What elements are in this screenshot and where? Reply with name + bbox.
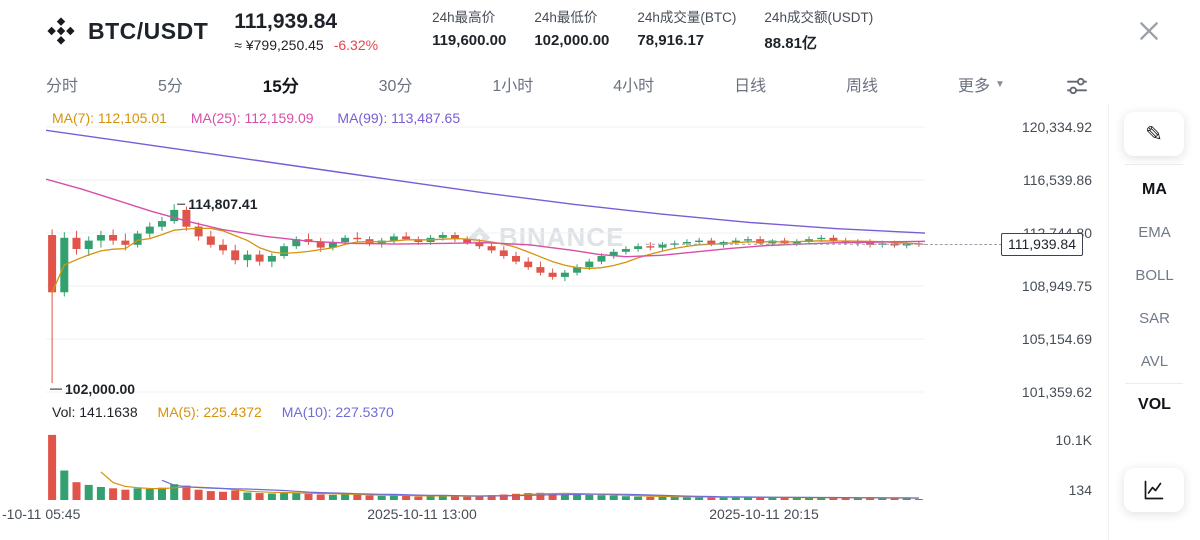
indicator-avl[interactable]: AVL	[1140, 353, 1169, 370]
volume-axis-label: 10.1K	[1055, 432, 1092, 448]
tab-more[interactable]: 更多 ▼	[958, 78, 1005, 95]
24h-stats: 24h最高价 119,600.00 24h最低价 102,000.00 24h成…	[432, 9, 873, 53]
timeframe-tabs: 分时 5分 15分 30分 1小时 4小时 日线 周线 更多 ▼	[0, 62, 1005, 106]
volume-axis-label: 134	[1068, 482, 1092, 498]
indicator-vol[interactable]: VOL	[1138, 395, 1171, 413]
ma25-legend: MA(25): 112,159.09	[190, 110, 314, 126]
stat-24h-low: 24h最低价 102,000.00	[534, 10, 610, 49]
chevron-down-icon: ▼	[995, 78, 1005, 90]
volume-legend: Vol: 141.1638 MA(5): 225.4372 MA(10): 22…	[52, 404, 410, 420]
x-axis-label: 2025-10-11 20:15	[709, 506, 819, 522]
chart-settings-icon[interactable]	[1064, 73, 1090, 104]
pencil-icon: ✎	[1145, 122, 1163, 146]
indicator-boll[interactable]: BOLL	[1135, 267, 1174, 284]
indicator-sar[interactable]: SAR	[1139, 310, 1170, 327]
y-axis-label: 108,949.75	[1021, 278, 1092, 294]
y-axis-label: 116,539.86	[1022, 172, 1092, 188]
vol-ma5-legend: MA(5): 225.4372	[157, 404, 262, 420]
indicator-sidebar: ✎ MA EMA BOLL SAR AVL VOL	[1108, 104, 1200, 540]
x-axis-label: -10-11 05:45	[2, 506, 81, 522]
svg-text:114,807.41: 114,807.41	[188, 196, 258, 212]
svg-text:102,000.00: 102,000.00	[65, 381, 135, 397]
tab-30m[interactable]: 30分	[378, 78, 413, 95]
stat-24h-volume-btc: 24h成交量(BTC) 78,916.17	[637, 10, 737, 49]
indicator-list: MA EMA BOLL SAR AVL VOL	[1109, 168, 1200, 426]
tab-1d[interactable]: 日线	[734, 78, 767, 95]
stat-24h-volume-usdt: 24h成交额(USDT) 88.81亿	[764, 10, 874, 52]
ma7-legend: MA(7): 112,105.01	[52, 110, 167, 126]
indicator-ema[interactable]: EMA	[1138, 224, 1171, 241]
draw-tool-button[interactable]: ✎	[1124, 112, 1184, 156]
y-axis-label: 105,154.69	[1021, 331, 1092, 347]
tab-4h[interactable]: 4小时	[613, 78, 655, 95]
change-percent: -6.32%	[333, 36, 379, 53]
header: BTC/USDT 111,939.84 ≈ ¥799,250.45 -6.32% …	[0, 0, 1200, 62]
x-axis-label: 2025-10-11 13:00	[367, 506, 477, 522]
tab-1h[interactable]: 1小时	[492, 78, 534, 95]
tab-1m-time[interactable]: 分时	[46, 78, 79, 95]
y-axis-label: 120,334.92	[1021, 119, 1092, 135]
ma-legend: MA(7): 112,105.01 MA(25): 112,159.09 MA(…	[52, 110, 480, 126]
binance-watermark: BINANCE	[468, 222, 624, 253]
close-icon[interactable]	[1136, 18, 1162, 44]
fiat-price: ≈ ¥799,250.45	[234, 36, 324, 53]
candlestick-chart[interactable]: 114,807.41 102,000.00	[46, 108, 925, 508]
tab-5m[interactable]: 5分	[157, 78, 183, 95]
binance-logo-icon	[46, 15, 78, 47]
current-price-tag: 111,939.84	[1001, 233, 1083, 256]
line-chart-icon	[1144, 480, 1164, 500]
price-block: 111,939.84 ≈ ¥799,250.45 -6.32%	[234, 10, 378, 53]
ma99-legend: MA(99): 113,487.65	[337, 110, 461, 126]
sidebar-divider	[1125, 164, 1183, 165]
vol-ma10-legend: MA(10): 227.5370	[281, 404, 394, 420]
chart-style-button[interactable]	[1124, 468, 1184, 512]
indicator-ma[interactable]: MA	[1142, 180, 1167, 198]
stat-24h-high: 24h最高价 119,600.00	[432, 10, 507, 49]
pair-title[interactable]: BTC/USDT	[88, 17, 209, 44]
vol-value-legend: Vol: 141.1638	[52, 404, 138, 420]
tab-15m[interactable]: 15分	[262, 76, 299, 96]
current-price-line	[925, 244, 1002, 245]
sidebar-divider	[1125, 383, 1183, 384]
tab-1w[interactable]: 周线	[846, 78, 879, 95]
y-axis-label: 101,359.62	[1021, 384, 1092, 400]
last-price: 111,939.84	[234, 9, 338, 33]
